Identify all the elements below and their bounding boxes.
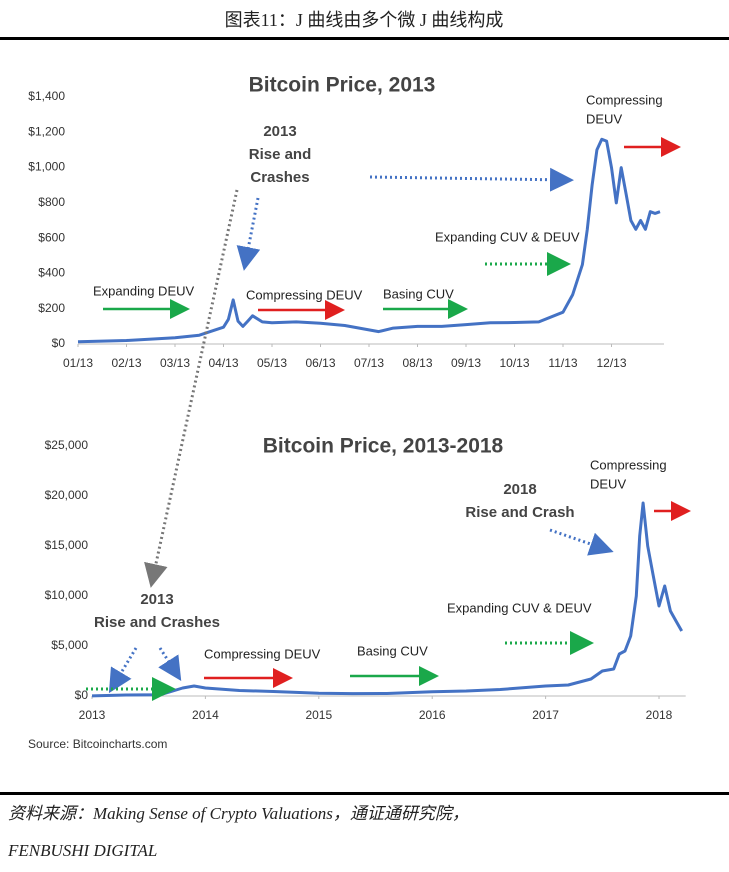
y-tick-label: $0 [75, 688, 89, 702]
annotation: Expanding CUV & DEUV [435, 229, 580, 244]
x-tick-label: 2014 [192, 708, 219, 722]
annotation: DEUV [586, 111, 622, 126]
y-tick-label: $400 [38, 266, 65, 280]
annotation: Compressing [586, 92, 663, 107]
annotation-arrow [549, 528, 614, 556]
y-tick-label: $15,000 [45, 538, 89, 552]
annotation: Expanding CUV & DEUV [447, 600, 592, 615]
annotation: Rise and Crashes [94, 614, 220, 631]
annotation: 2013 [263, 123, 296, 140]
x-tick-label: 03/13 [160, 356, 190, 370]
annotation: 2013 [140, 591, 173, 608]
x-tick-label: 2017 [532, 708, 559, 722]
x-tick-label: 2016 [419, 708, 446, 722]
y-tick-label: $200 [38, 301, 65, 315]
chart-title: Bitcoin Price, 2013 [249, 74, 436, 97]
x-tick-label: 12/13 [596, 356, 626, 370]
annotation-arrow [108, 647, 138, 694]
price-line [77, 137, 661, 344]
footer-source: 资料来源：Making Sense of Crypto Valuations，通… [8, 804, 469, 823]
annotation: Basing CUV [357, 643, 428, 658]
y-tick-label: $0 [52, 336, 66, 350]
x-tick-label: 07/13 [354, 356, 384, 370]
y-tick-label: $10,000 [45, 588, 89, 602]
annotation: Rise and Crash [465, 504, 574, 521]
x-tick-label: 06/13 [305, 356, 335, 370]
annotation-arrow [144, 189, 239, 588]
y-tick-label: $25,000 [45, 438, 89, 452]
annotation-arrow [158, 647, 182, 682]
y-tick-label: $800 [38, 195, 65, 209]
y-tick-label: $1,200 [28, 124, 65, 138]
y-tick-label: $5,000 [51, 638, 88, 652]
footer-org: FENBUSHI DIGITAL [7, 841, 157, 860]
y-tick-label: $20,000 [45, 488, 89, 502]
y-tick-label: $600 [38, 230, 65, 244]
chart-title: Bitcoin Price, 2013-2018 [263, 435, 504, 458]
x-tick-label: 02/13 [111, 356, 141, 370]
source: Source: Bitcoincharts.com [28, 737, 167, 751]
annotation-arrow [369, 167, 574, 192]
x-tick-label: 08/13 [402, 356, 432, 370]
annotation: DEUV [590, 476, 626, 491]
x-tick-label: 2018 [646, 708, 673, 722]
x-tick-label: 11/13 [548, 356, 577, 370]
annotation: Rise and [249, 146, 312, 163]
x-tick-label: 2013 [79, 708, 106, 722]
top-rule [0, 37, 729, 40]
annotation: Basing CUV [383, 286, 454, 301]
price-line [91, 501, 684, 698]
y-tick-label: $1,400 [28, 89, 65, 103]
annotation-arrow [236, 197, 261, 271]
x-tick-label: 09/13 [451, 356, 481, 370]
x-tick-label: 10/13 [499, 356, 529, 370]
annotation: Compressing DEUV [204, 646, 321, 661]
annotation: Crashes [250, 169, 309, 186]
x-tick-label: 01/13 [63, 356, 93, 370]
annotation: Compressing [590, 457, 667, 472]
annotation: Expanding DEUV [93, 283, 194, 298]
figure-title: 图表11：J 曲线由多个微 J 曲线构成 [225, 10, 504, 30]
annotation: 2018 [503, 481, 536, 498]
x-tick-label: 04/13 [208, 356, 238, 370]
bottom-rule [0, 792, 729, 795]
annotation: Compressing DEUV [246, 287, 363, 302]
x-tick-label: 05/13 [257, 356, 287, 370]
y-tick-label: $1,000 [28, 160, 65, 174]
x-tick-label: 2015 [305, 708, 332, 722]
